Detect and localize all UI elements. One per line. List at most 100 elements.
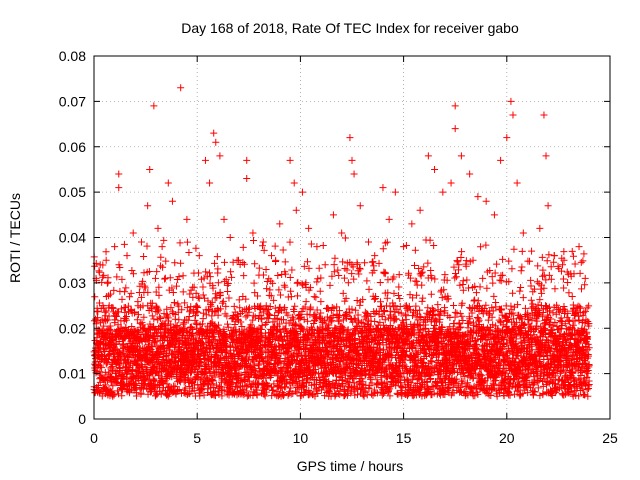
- data-point: [143, 365, 151, 373]
- data-point: [149, 376, 157, 384]
- data-point: [122, 313, 130, 321]
- data-point: [168, 284, 176, 292]
- data-points: [90, 84, 593, 400]
- data-point: [204, 297, 212, 305]
- data-point: [128, 267, 136, 275]
- data-point: [210, 391, 218, 399]
- data-point: [133, 316, 141, 324]
- data-point: [195, 363, 203, 371]
- data-point: [178, 306, 186, 314]
- data-point: [163, 310, 171, 318]
- data-point: [144, 288, 152, 296]
- data-point: [183, 238, 191, 246]
- data-point: [111, 316, 119, 324]
- data-point: [120, 341, 128, 349]
- data-point: [157, 253, 165, 261]
- data-point: [155, 306, 163, 314]
- data-point: [211, 308, 219, 316]
- data-point: [118, 275, 126, 283]
- data-point: [113, 273, 121, 281]
- data-point: [145, 267, 153, 275]
- data-point: [109, 382, 117, 390]
- data-point: [110, 286, 118, 294]
- data-point: [169, 289, 177, 297]
- data-point: [211, 259, 219, 267]
- data-point: [131, 308, 139, 316]
- data-point: [136, 384, 144, 392]
- data-point: [153, 268, 161, 276]
- data-point: [185, 249, 193, 257]
- data-point: [175, 386, 183, 394]
- data-point: [155, 372, 163, 380]
- data-point: [126, 293, 134, 301]
- data-point: [130, 344, 138, 352]
- data-point: [91, 293, 99, 301]
- data-point: [163, 351, 171, 359]
- data-point: [141, 376, 149, 384]
- grid-lines: [94, 56, 610, 419]
- data-point: [117, 353, 125, 361]
- data-point: [155, 291, 163, 299]
- data-point: [167, 304, 175, 312]
- data-point: [141, 284, 149, 292]
- data-point: [100, 322, 108, 330]
- data-point: [156, 313, 164, 321]
- data-point: [127, 289, 135, 297]
- data-point: [202, 311, 210, 319]
- data-point: [150, 315, 158, 323]
- data-point: [155, 283, 163, 291]
- data-point: [114, 308, 122, 316]
- data-point: [110, 391, 118, 399]
- data-point: [212, 290, 220, 298]
- data-point: [208, 380, 216, 388]
- data-point: [162, 257, 170, 265]
- data-point: [166, 359, 174, 367]
- data-point: [166, 346, 174, 354]
- data-point: [186, 290, 194, 298]
- data-point: [141, 282, 149, 290]
- chart-title: Day 168 of 2018, Rate Of TEC Index for r…: [181, 20, 519, 36]
- data-point: [174, 386, 182, 394]
- data-point: [94, 308, 102, 316]
- data-point: [177, 259, 185, 267]
- data-point: [160, 236, 168, 244]
- data-point: [200, 274, 208, 282]
- data-point: [208, 318, 216, 326]
- data-point: [181, 299, 189, 307]
- data-point: [194, 269, 202, 277]
- data-point: [184, 336, 192, 344]
- data-point: [91, 262, 99, 270]
- data-point: [169, 369, 177, 377]
- data-point: [113, 387, 121, 395]
- data-point: [182, 384, 190, 392]
- data-point: [186, 308, 194, 316]
- data-point: [194, 308, 202, 316]
- data-point: [120, 352, 128, 360]
- data-point: [148, 312, 156, 320]
- data-point: [148, 343, 156, 351]
- data-point: [100, 271, 108, 279]
- data-point: [143, 242, 151, 250]
- data-point: [102, 256, 110, 264]
- data-point: [120, 240, 128, 248]
- data-point: [95, 268, 103, 276]
- data-point: [184, 316, 192, 324]
- data-point: [167, 320, 175, 328]
- data-point: [159, 355, 167, 363]
- data-point: [126, 389, 134, 397]
- data-point: [133, 392, 141, 400]
- data-point: [106, 290, 114, 298]
- data-point: [122, 284, 130, 292]
- data-point: [102, 248, 110, 256]
- data-point: [98, 364, 106, 372]
- data-point: [179, 320, 187, 328]
- data-point: [104, 355, 112, 363]
- data-point: [96, 368, 104, 376]
- data-point: [196, 389, 204, 397]
- data-point: [134, 342, 142, 350]
- data-point: [190, 345, 198, 353]
- data-point: [97, 362, 105, 370]
- data-point: [139, 385, 147, 393]
- data-point: [176, 239, 184, 247]
